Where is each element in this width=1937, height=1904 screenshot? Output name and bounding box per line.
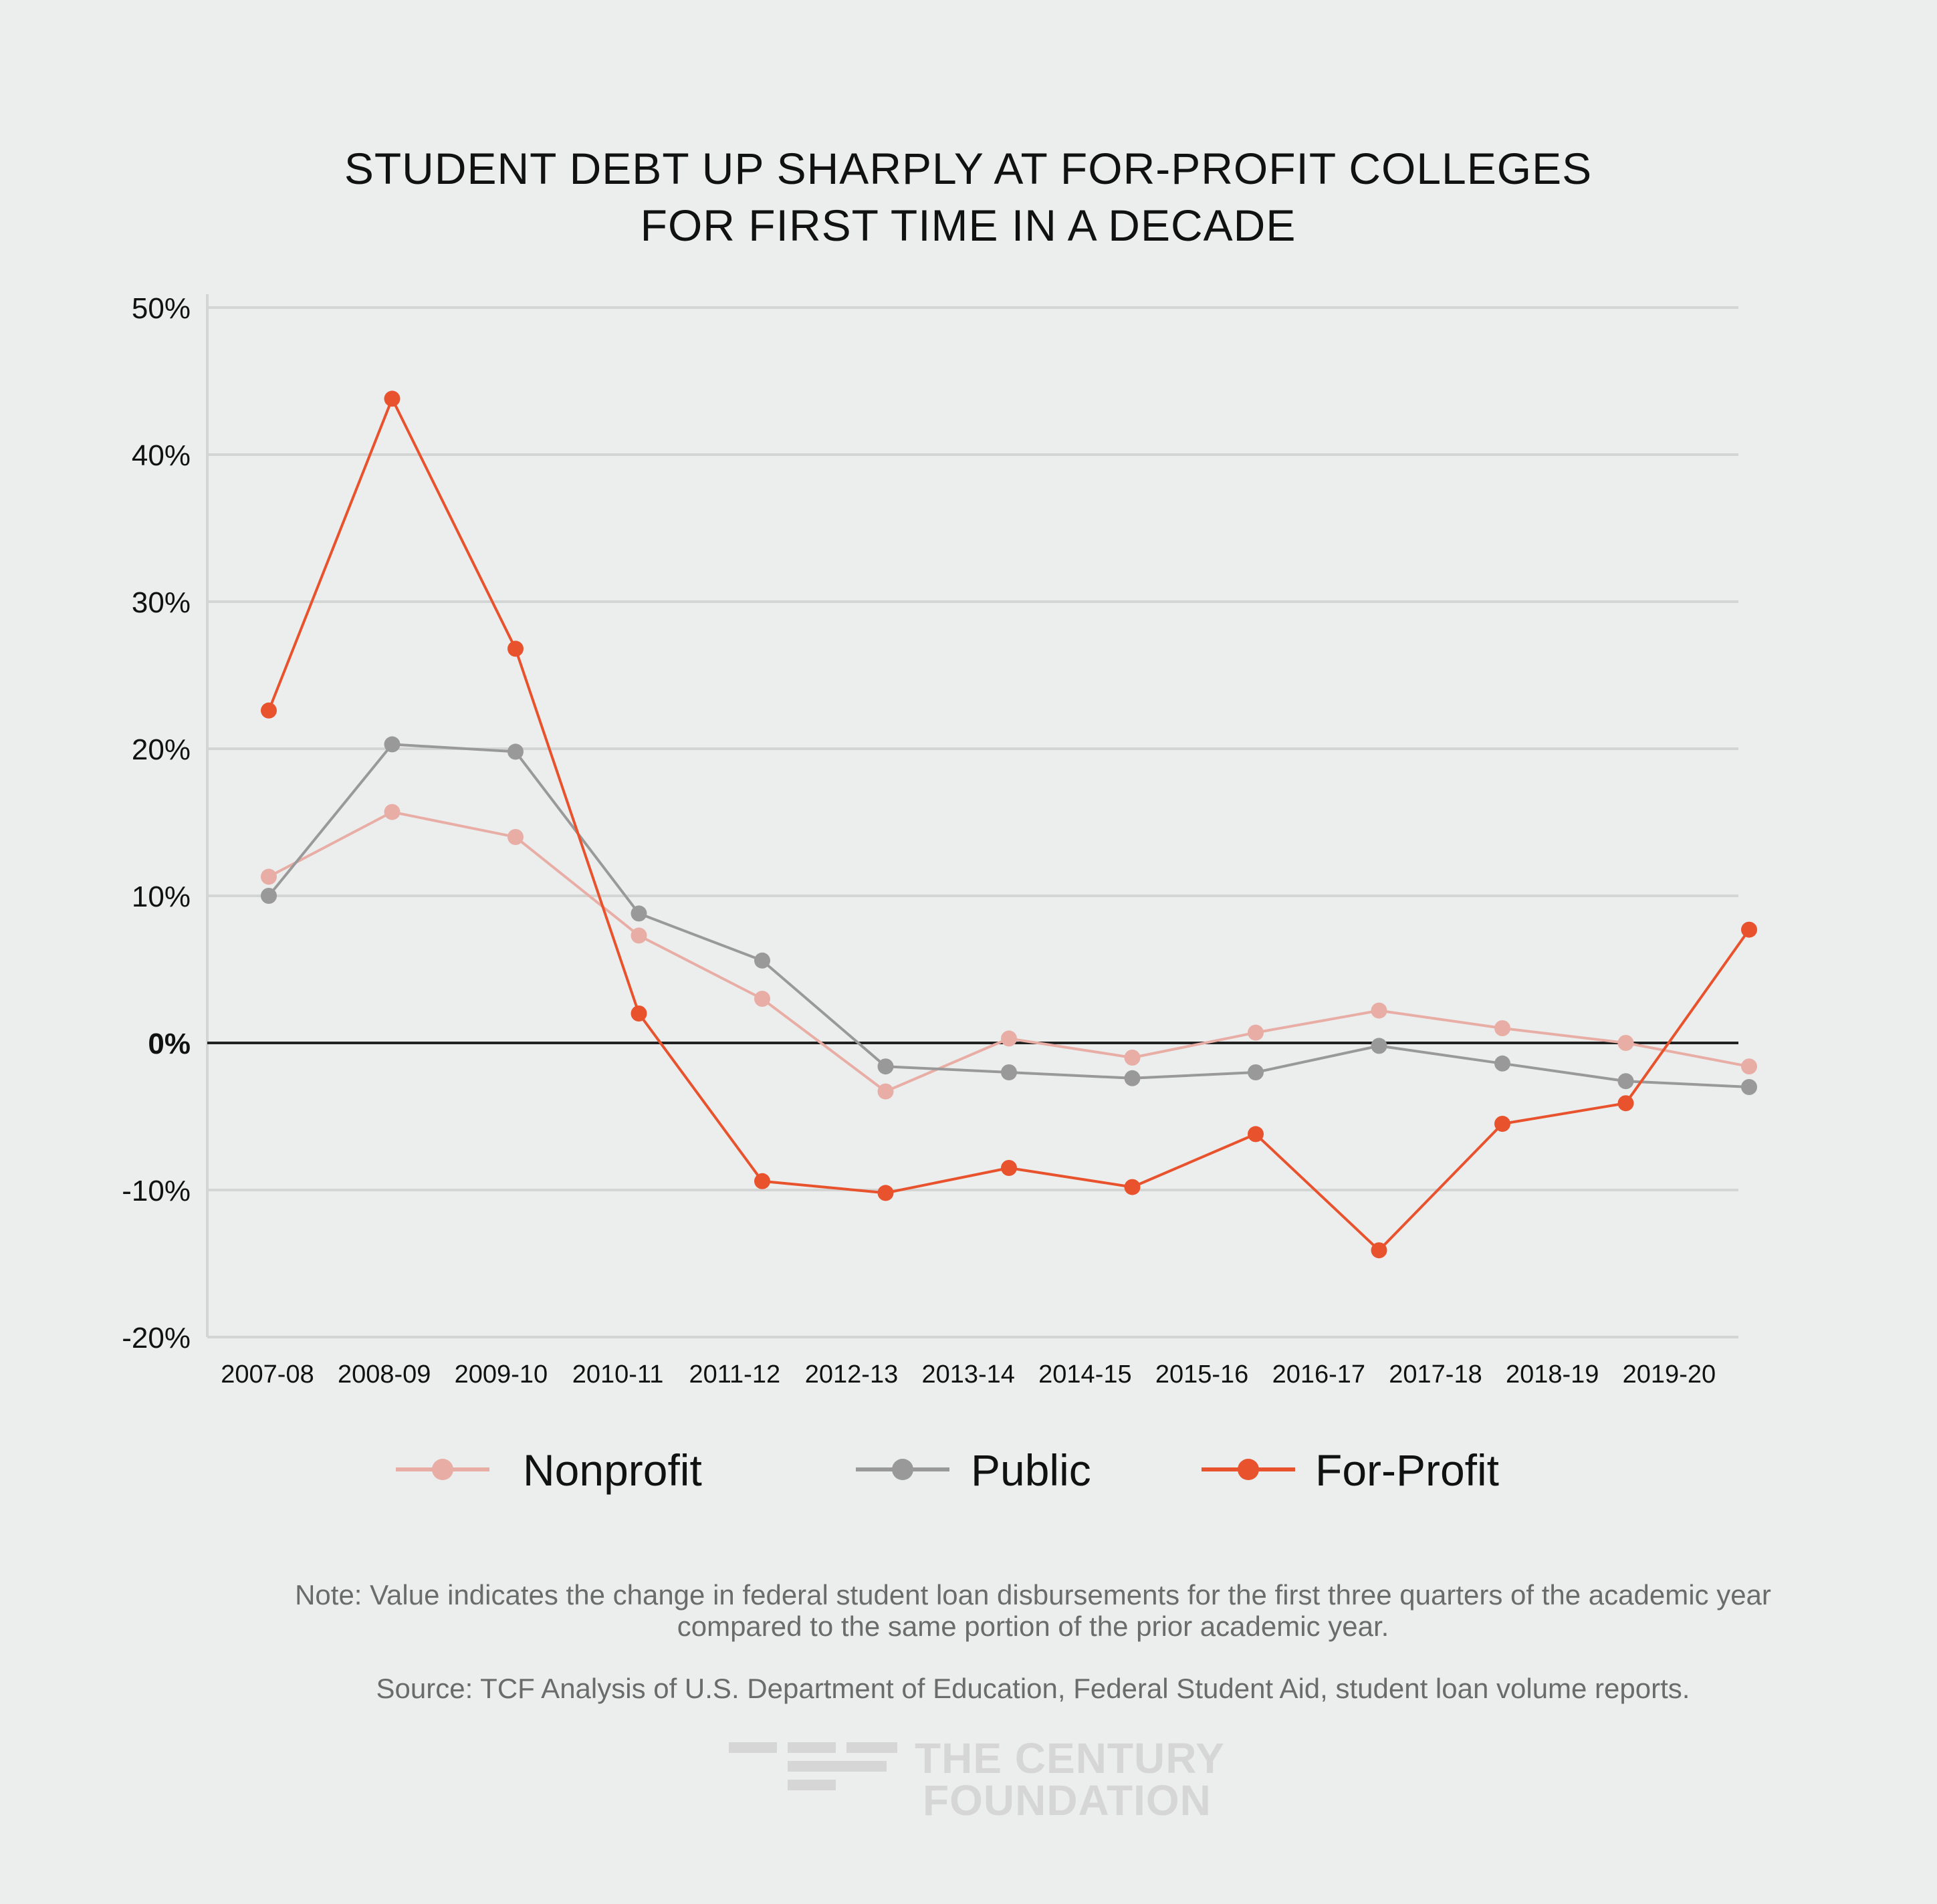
data-point [384,390,401,407]
source-line: Source: TCF Analysis of U.S. Department … [376,1673,1690,1704]
data-point [877,1058,894,1075]
chart-title: STUDENT DEBT UP SHARPLY AT FOR-PROFIT CO… [344,144,1592,250]
axes [206,294,1738,1337]
legend-swatch-marker [892,1459,913,1480]
y-tick-label: 20% [132,733,191,766]
data-point [1617,1095,1634,1112]
data-point [1741,921,1757,938]
legend-item-nonprofit: Nonprofit [396,1445,702,1495]
legend-item-for-profit: For-Profit [1202,1445,1499,1495]
series-for-profit [261,390,1757,1259]
y-axis-tick-labels: 50% 40% 30% 20% 10% 0% -10% -20% [122,292,191,1354]
data-point [261,868,277,885]
data-point [631,1005,647,1022]
data-point [1124,1070,1141,1086]
data-point [877,1083,894,1100]
data-point [261,888,277,904]
series-line-for-profit [267,397,1750,1252]
logo-text-line-2: FOUNDATION [923,1776,1212,1824]
x-axis-tick-labels: 2007-08 2008-09 2009-10 2010-11 2011-12 2012-… [221,1360,1716,1389]
note-line-1: Note: Value indicates the change in fede… [295,1579,1771,1611]
y-tick-label: 30% [132,586,191,619]
x-tick-label: 2007-08 [221,1360,314,1389]
legend-label: Nonprofit [523,1445,702,1495]
logo-mark-icon [729,1742,897,1790]
x-tick-label: 2015-16 [1155,1360,1248,1389]
x-tick-label: 2010-11 [572,1360,664,1389]
legend-label: Public [971,1445,1091,1495]
data-point [754,1173,770,1189]
x-tick-label: 2016-17 [1272,1360,1365,1389]
x-tick-label: 2018-19 [1506,1360,1599,1389]
y-tick-label: 40% [132,439,191,472]
data-point [1248,1024,1264,1041]
legend-label: For-Profit [1315,1445,1499,1495]
data-point [507,640,524,657]
x-tick-label: 2013-14 [921,1360,1014,1389]
data-point [1124,1050,1141,1066]
data-point [1248,1064,1264,1080]
data-point [1617,1035,1634,1051]
data-point [1371,1242,1387,1259]
series-line-nonprofit [268,810,1750,1093]
data-point [754,991,770,1007]
century-foundation-logo: THE CENTURY FOUNDATION [729,1734,1225,1824]
data-point [877,1185,894,1201]
y-tick-label: 0% [148,1028,191,1060]
data-point [1001,1030,1017,1047]
x-tick-label: 2019-20 [1623,1360,1716,1389]
data-point [507,829,524,845]
data-point [1248,1126,1264,1143]
series-nonprofit [261,804,1757,1100]
chart-title-line-1: STUDENT DEBT UP SHARPLY AT FOR-PROFIT CO… [344,144,1592,193]
y-tick-label: 50% [132,292,191,325]
data-point [384,736,401,753]
data-point [1001,1064,1017,1080]
data-point [631,905,647,922]
data-point [1741,1079,1757,1095]
y-tick-label: -10% [122,1175,191,1207]
data-point [1494,1116,1510,1132]
x-tick-label: 2011-12 [689,1360,780,1389]
data-point [1494,1055,1510,1072]
data-point [1741,1058,1757,1075]
x-tick-label: 2017-18 [1389,1360,1482,1389]
x-tick-label: 2009-10 [455,1360,548,1389]
y-tick-label: 10% [132,880,191,913]
legend-swatch-marker [432,1459,453,1480]
x-tick-label: 2014-15 [1038,1360,1131,1389]
data-point [1001,1160,1017,1176]
data-point [631,927,647,944]
data-point [1494,1020,1510,1036]
data-point [384,804,401,820]
data-point [1124,1179,1141,1195]
data-point [261,702,277,719]
chart-notes: Note: Value indicates the change in fede… [295,1579,1771,1704]
chart-title-line-2: FOR FIRST TIME IN A DECADE [641,201,1296,250]
x-tick-label: 2008-09 [338,1360,431,1389]
legend: Nonprofit Public For-Profit [396,1445,1499,1495]
data-point [507,743,524,760]
series-public [261,736,1757,1095]
data-point [1617,1073,1634,1090]
legend-item-public: Public [856,1445,1091,1495]
data-point [1371,1002,1387,1019]
data-point [1371,1038,1387,1054]
x-tick-label: 2012-13 [805,1360,898,1389]
logo-text-line-1: THE CENTURY [915,1734,1225,1782]
data-series [261,390,1757,1259]
legend-swatch-marker [1238,1459,1259,1480]
y-tick-label: -20% [122,1322,191,1354]
data-point [754,952,770,969]
note-line-2: compared to the same portion of the prio… [677,1611,1389,1642]
